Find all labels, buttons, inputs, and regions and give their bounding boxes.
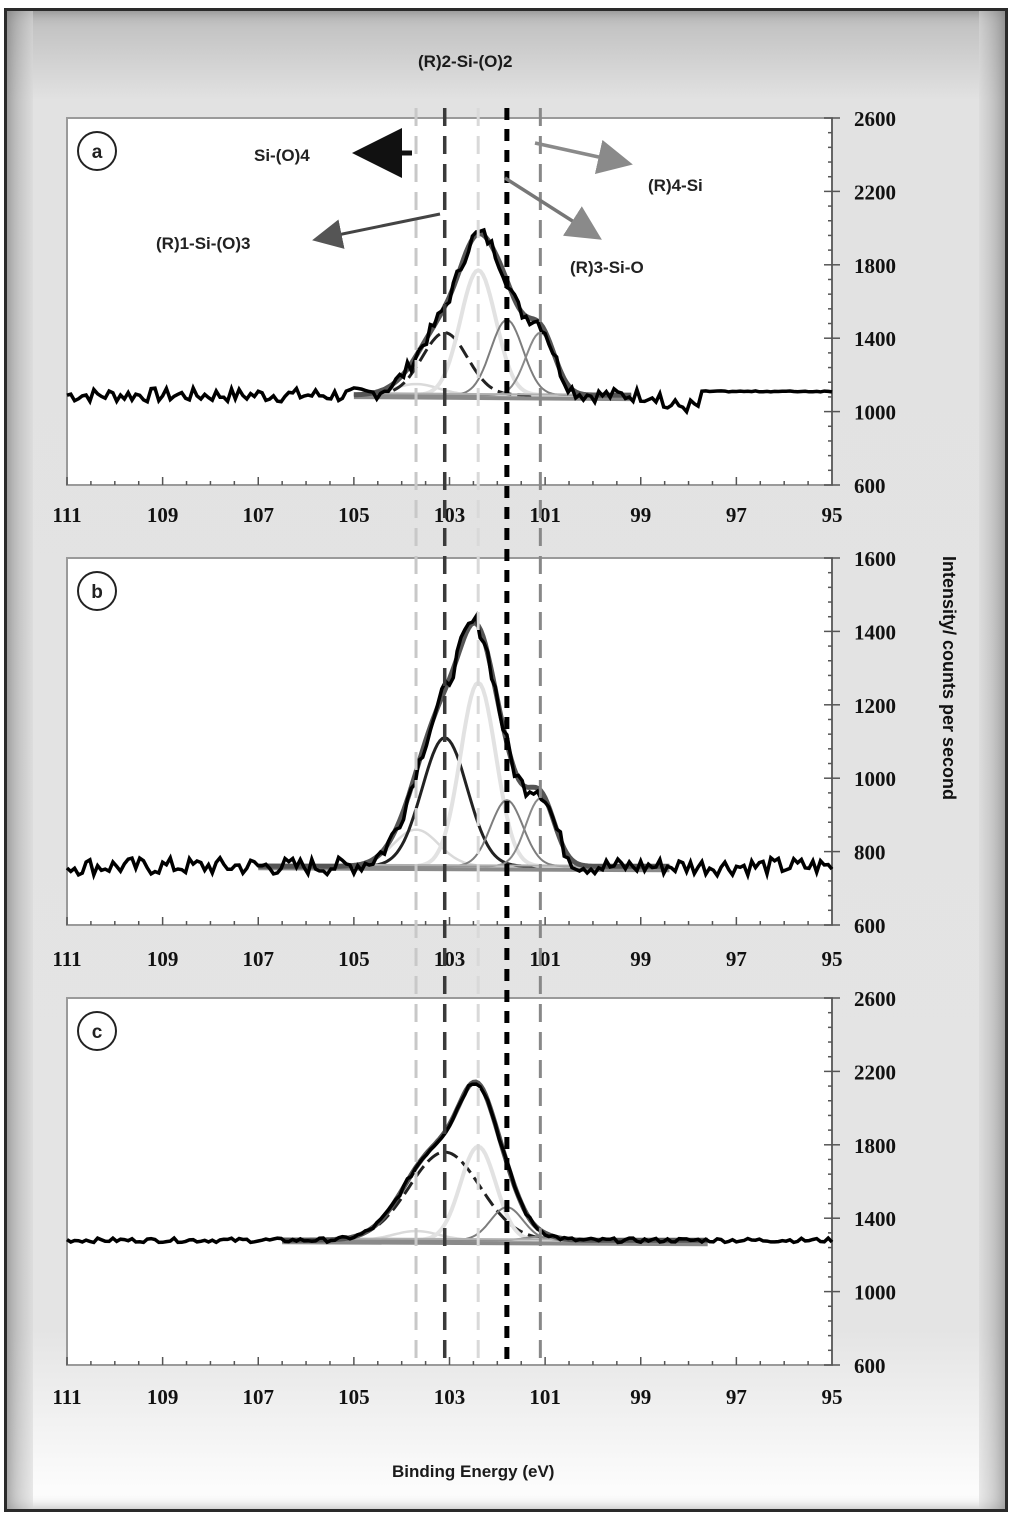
x-tick-label: 105 <box>338 1385 370 1409</box>
x-tick-label: 95 <box>822 947 843 971</box>
x-tick-label: 99 <box>630 947 651 971</box>
x-tick-label: 103 <box>434 947 466 971</box>
fit-envelope <box>258 620 670 869</box>
background-line <box>282 1240 708 1247</box>
plot-area <box>66 997 833 1366</box>
x-tick-label: 101 <box>529 1385 561 1409</box>
raw-spectrum <box>66 1082 834 1245</box>
y-tick-label: 600 <box>854 474 886 498</box>
y-tick-label: 1000 <box>854 401 896 425</box>
x-tick-label: 95 <box>822 503 843 527</box>
y-tick-label: 1000 <box>854 767 896 791</box>
label-r1-si-o3: (R)1-Si-(O)3 <box>156 234 250 253</box>
y-tick-label: 2200 <box>854 180 896 204</box>
panel-label-circle <box>77 131 117 171</box>
y-tick-label: 1800 <box>854 254 896 278</box>
raw-spectrum <box>66 227 833 416</box>
x-tick-label: 105 <box>338 947 370 971</box>
y-tick-label: 1400 <box>854 327 896 351</box>
panel-b: 1600 1400 1200 1000 800 600 111 109 107 105 103 101… <box>52 547 896 971</box>
arrow-r1 <box>312 212 441 249</box>
label-si-o4: Si-(O)4 <box>254 146 310 165</box>
frame-bevel-left <box>7 11 33 1509</box>
y-tick-label: 2600 <box>854 987 896 1011</box>
y-tick-label: 2200 <box>854 1060 896 1084</box>
label-r3-si-o: (R)3-Si-O <box>570 258 644 277</box>
y-tick-label: 1600 <box>854 547 896 571</box>
y-axis-title: Intensity/ counts per second <box>939 556 959 800</box>
x-tick-label: 109 <box>147 947 179 971</box>
x-tick-label: 95 <box>822 1385 843 1409</box>
x-tick-label: 103 <box>434 1385 466 1409</box>
x-tick-label: 105 <box>338 503 370 527</box>
panel-label-circle <box>77 1011 117 1051</box>
y-tick-label: 800 <box>854 841 886 865</box>
x-tick-label: 103 <box>434 503 466 527</box>
y-tick-label: 1400 <box>854 1207 896 1231</box>
x-tick-label: 111 <box>52 1385 81 1409</box>
panel-label: b <box>91 582 103 603</box>
panel-label: c <box>92 1022 103 1043</box>
y-tick-label: 600 <box>854 914 886 938</box>
y-tick-label: 1800 <box>854 1134 896 1158</box>
arrow-r3 <box>504 176 602 240</box>
frame-bevel-right <box>979 11 1005 1509</box>
y-tick-label: 1400 <box>854 620 896 644</box>
x-tick-label: 97 <box>726 1385 747 1409</box>
top-label: (R)2-Si-(O)2 <box>418 52 513 71</box>
x-axis-title: Binding Energy (eV) <box>392 1462 555 1481</box>
label-r4-si: (R)4-Si <box>648 176 703 195</box>
panel-label: a <box>92 142 103 163</box>
y-tick-label: 1200 <box>854 694 896 718</box>
x-tick-label: 107 <box>243 503 275 527</box>
x-tick-label: 107 <box>243 947 275 971</box>
x-tick-label: 97 <box>726 947 747 971</box>
x-tick-label: 99 <box>630 503 651 527</box>
panel-a: 2600 2200 1800 1400 1000 600 111 109 107 105 103 10… <box>52 107 896 527</box>
x-tick-label: 109 <box>147 503 179 527</box>
x-tick-label: 109 <box>147 1385 179 1409</box>
x-tick-label: 111 <box>52 947 81 971</box>
y-tick-label: 1000 <box>854 1281 896 1305</box>
x-tick-label: 111 <box>52 503 81 527</box>
x-tick-label: 107 <box>243 1385 275 1409</box>
y-tick-label: 600 <box>854 1354 886 1378</box>
y-tick-label: 2600 <box>854 107 896 131</box>
x-tick-label: 99 <box>630 1385 651 1409</box>
panel-c: 2600 2200 1800 1400 1000 600 111 109 107 105 103 10… <box>52 987 896 1409</box>
raw-spectrum <box>65 611 834 881</box>
arrow-r4 <box>534 139 633 175</box>
x-tick-label: 101 <box>529 503 561 527</box>
x-tick-label: 101 <box>529 947 561 971</box>
panel-label-circle <box>77 571 117 611</box>
x-tick-label: 97 <box>726 503 747 527</box>
